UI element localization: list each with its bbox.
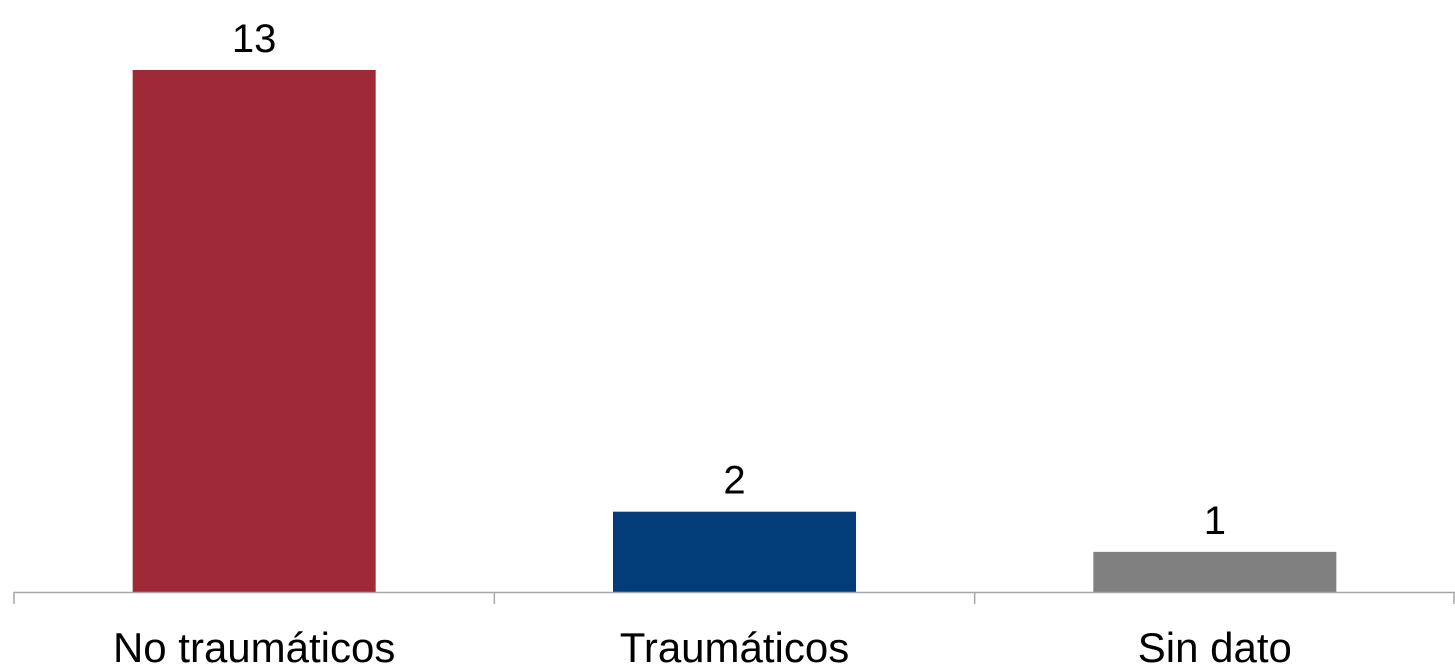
category-label-sin-dato: Sin dato: [1138, 624, 1292, 667]
x-axis: [13, 591, 1455, 604]
value-labels-group: 13 2 1: [232, 17, 1226, 543]
bar-no-traumaticos: [132, 70, 376, 592]
category-labels-group: No traumáticos Traumáticos Sin dato: [113, 624, 1292, 667]
bar-traumaticos: [613, 511, 856, 592]
data-label-traumaticos: 2: [723, 459, 745, 503]
bar-sin-dato: [1093, 551, 1337, 592]
category-label-traumaticos: Traumáticos: [620, 624, 850, 667]
data-label-no-traumaticos: 13: [232, 17, 277, 61]
category-label-no-traumaticos: No traumáticos: [113, 624, 395, 667]
bars-group: [132, 70, 1337, 592]
data-label-sin-dato: 1: [1204, 499, 1226, 543]
